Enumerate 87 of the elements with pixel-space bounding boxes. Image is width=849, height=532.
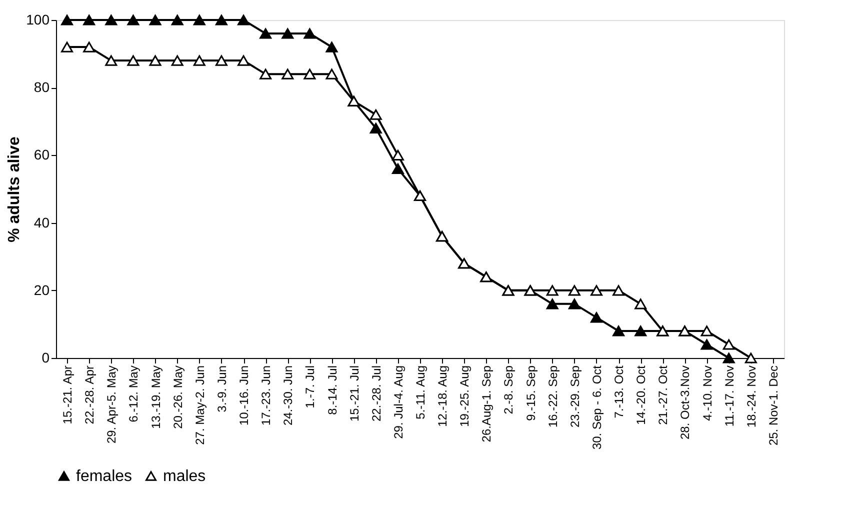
point (193, 14, 206, 26)
point (590, 312, 602, 323)
x-tick-label: 19.-25. Aug (458, 366, 472, 427)
y-tick-label: 60 (34, 146, 50, 163)
x-tick-label: 11.-17. Nov (722, 366, 736, 427)
point (370, 122, 382, 134)
x-tick-label: 9.-15. Sep (524, 365, 538, 421)
point (326, 68, 338, 80)
point (105, 14, 118, 26)
y-tick-label: 100 (26, 12, 50, 28)
x-tick-label: 7.-13. Oct (612, 364, 626, 418)
point (700, 339, 713, 350)
point (215, 14, 228, 26)
point (61, 14, 74, 26)
x-tick-label: 28. Oct-3.Nov (678, 366, 692, 440)
x-tick-label: 3.-9. Jun (214, 366, 229, 412)
x-tick-label: 17.-23. Jun (259, 366, 274, 426)
point (215, 55, 228, 66)
x-tick-label: 8.-14. Jul (325, 366, 340, 415)
point (260, 28, 272, 39)
point (304, 28, 316, 39)
x-tick-label: 23.-29. Sep (568, 365, 582, 428)
point (193, 55, 206, 66)
point (700, 326, 713, 336)
point (392, 163, 404, 174)
point (568, 285, 580, 296)
point (149, 55, 162, 66)
x-tick-label: 22.-28. Jul (369, 366, 384, 422)
x-tick-label: 22.-28. Apr (82, 366, 97, 424)
x-tick-label: 21.-27. Oct (656, 364, 670, 425)
point (590, 285, 602, 296)
point (326, 42, 338, 52)
x-tick-label: 18.-24. Nov (744, 366, 758, 428)
legend-label: females (76, 468, 132, 485)
legend-label: males (163, 468, 206, 485)
point (127, 55, 140, 66)
point (282, 68, 294, 80)
y-axis-title: % adults alive (6, 136, 24, 242)
point (546, 298, 558, 310)
x-tick-label: 12.-18. Aug (436, 366, 450, 427)
x-tick-label: 24.-30. Jun (281, 366, 296, 426)
point (634, 298, 647, 310)
x-tick-label: 27. May-2. Jun (192, 366, 207, 445)
x-tick-label: 15.-21. Apr (60, 366, 75, 424)
point (149, 14, 162, 26)
point (722, 352, 735, 364)
y-tick-label: 80 (34, 79, 50, 96)
point (744, 352, 757, 364)
point (171, 55, 184, 66)
point (127, 14, 140, 26)
point (171, 14, 184, 26)
point (612, 326, 625, 336)
point (304, 68, 316, 80)
x-tick-label: 25. Nov-1. Dec (766, 366, 780, 446)
point (370, 109, 382, 120)
y-tick-label: 0 (42, 350, 50, 366)
x-tick-label: 30. Sep - 6. Oct (590, 364, 604, 450)
point (238, 55, 250, 66)
x-tick-label: 10.-16. Jun (237, 366, 252, 426)
point (612, 285, 625, 296)
x-tick-label: 20.-26. May (170, 366, 185, 429)
x-tick-label: 1.-7. Jul (303, 366, 318, 408)
x-tick-label: 14.-20. Oct (634, 364, 648, 425)
point (83, 42, 96, 52)
point (83, 14, 96, 26)
x-tick-label: 5.-11. Aug (414, 366, 428, 420)
point (546, 285, 558, 296)
x-tick-label: 4.-10. Nov (700, 366, 714, 421)
y-tick-label: 40 (34, 214, 50, 230)
x-tick-label: 15.-21. Jul (347, 366, 362, 422)
x-tick-label: 13.-19. May (148, 366, 163, 429)
x-tick-label: 2.-8. Sep (502, 365, 516, 414)
point (238, 14, 250, 26)
y-tick-label: 20 (34, 282, 50, 298)
x-tick-label: 26.Aug-1. Sep (480, 365, 494, 442)
x-tick-label: 29. Apr-5. May (104, 366, 119, 444)
point (568, 298, 580, 310)
x-tick-label: 29. Jul-4. Aug (391, 366, 406, 439)
point (61, 42, 74, 52)
point (634, 326, 647, 336)
x-tick-label: 16.-22. Sep (546, 365, 560, 428)
point (105, 55, 118, 66)
point (260, 68, 272, 80)
point (392, 150, 404, 160)
point (722, 339, 735, 350)
x-tick-label: 6.-12. May (126, 366, 141, 422)
point (282, 28, 294, 39)
